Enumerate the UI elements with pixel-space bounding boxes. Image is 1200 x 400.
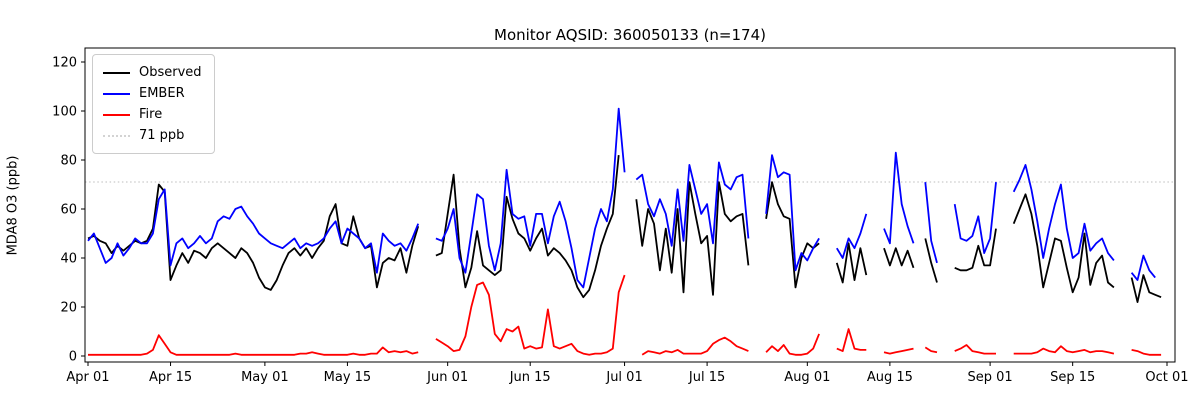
y-tick-label: 120 <box>52 56 77 71</box>
series-line-ember <box>635 161 750 247</box>
x-tick-label: Aug 01 <box>784 370 830 385</box>
series-line-fire <box>435 274 626 356</box>
series-line-ember <box>765 154 820 272</box>
x-tick-label: Sep 01 <box>968 370 1013 385</box>
series-line-ember <box>87 188 420 274</box>
x-tick-label: Aug 15 <box>867 370 913 385</box>
legend-item-ember: EMBER <box>103 83 202 104</box>
series-line-ember <box>883 151 915 245</box>
series-line-observed <box>635 181 750 296</box>
x-tick-label: May 15 <box>324 370 372 385</box>
series-line-ember <box>1130 254 1156 282</box>
x-tick-label: Jun 01 <box>426 370 468 385</box>
y-tick-label: 100 <box>52 105 77 120</box>
observed-line-swatch <box>103 71 130 74</box>
series-line-ember <box>435 107 626 289</box>
series-line-observed <box>765 181 820 289</box>
y-tick-label: 80 <box>60 154 77 169</box>
x-tick-label: May 01 <box>241 370 289 385</box>
legend-item-observed: Observed <box>103 62 202 83</box>
series-line-ember <box>836 213 868 259</box>
series-line-observed <box>883 247 915 269</box>
ember-line-swatch <box>103 92 130 95</box>
series-line-fire <box>88 334 419 356</box>
series-line-observed <box>1012 193 1115 294</box>
y-tick-label: 40 <box>60 252 77 267</box>
threshold-line-swatch <box>103 134 130 137</box>
x-tick-label: Apr 15 <box>149 370 192 385</box>
series-line-ember <box>1012 163 1115 261</box>
y-tick-label: 60 <box>60 203 77 218</box>
legend: Observed EMBER Fire 71 ppb <box>92 54 215 154</box>
legend-label-ember: EMBER <box>139 86 185 101</box>
series-line-observed <box>87 183 420 291</box>
series-line-observed <box>435 155 620 299</box>
y-tick-label: 20 <box>60 301 77 316</box>
series-line-fire <box>765 333 820 356</box>
series-line-fire <box>1013 345 1115 355</box>
series-line-observed <box>954 228 997 272</box>
y-tick-label: 0 <box>69 350 77 365</box>
series-line-ember <box>924 182 938 264</box>
legend-label-observed: Observed <box>139 65 202 80</box>
x-tick-label: Apr 01 <box>66 370 109 385</box>
x-tick-label: Jun 15 <box>509 370 551 385</box>
x-tick-label: Oct 01 <box>1145 370 1188 385</box>
legend-label-threshold: 71 ppb <box>139 128 185 143</box>
legend-item-threshold: 71 ppb <box>103 125 202 146</box>
axes-spines <box>84 47 1176 363</box>
series-line-fire <box>924 346 938 354</box>
series-line-ember <box>953 182 997 255</box>
legend-label-fire: Fire <box>139 107 163 122</box>
legend-item-fire: Fire <box>103 104 202 125</box>
series-line-observed <box>1130 274 1162 304</box>
series-line-observed <box>924 238 938 283</box>
x-tick-label: Sep 15 <box>1050 370 1095 385</box>
x-tick-label: Jul 01 <box>605 370 642 385</box>
fire-line-swatch <box>103 113 130 116</box>
series-line-fire <box>954 344 996 355</box>
series-line-fire <box>1131 349 1162 356</box>
series-line-observed <box>835 242 868 284</box>
chart-title: Monitor AQSID: 360050133 (n=174) <box>494 26 766 44</box>
series-line-fire <box>836 328 867 353</box>
series-line-fire <box>641 336 749 356</box>
series-line-fire <box>883 347 914 355</box>
x-tick-label: Jul 15 <box>688 370 725 385</box>
